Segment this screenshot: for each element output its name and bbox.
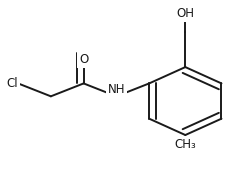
Text: CH₃: CH₃ [174, 138, 195, 151]
Text: O: O [79, 53, 88, 66]
Text: Cl: Cl [7, 77, 18, 90]
Text: OH: OH [176, 7, 194, 20]
Text: NH: NH [107, 83, 125, 96]
